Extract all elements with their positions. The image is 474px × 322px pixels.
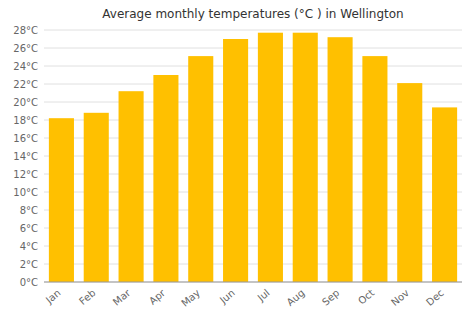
y-tick-label: 28°C — [13, 25, 38, 36]
y-tick-label: 16°C — [13, 133, 38, 144]
y-tick-label: 14°C — [13, 151, 38, 162]
x-tick-label: May — [179, 287, 202, 309]
x-tick-label: Oct — [356, 287, 376, 307]
chart-container: Average monthly temperatures (°C ) in We… — [0, 0, 474, 322]
y-tick-label: 6°C — [20, 223, 38, 234]
x-tick-label: Jun — [217, 287, 237, 306]
y-tick-label: 10°C — [13, 187, 38, 198]
x-tick-label: Feb — [77, 287, 98, 307]
y-tick-label: 4°C — [20, 241, 38, 252]
y-tick-label: 26°C — [13, 43, 38, 54]
bar — [84, 113, 109, 282]
x-tick-label: Jul — [255, 287, 272, 304]
bar — [223, 39, 248, 282]
y-tick-label: 8°C — [20, 205, 38, 216]
y-tick-label: 2°C — [20, 259, 38, 270]
y-tick-label: 24°C — [13, 61, 38, 72]
grid-line — [44, 66, 462, 67]
bar — [258, 33, 283, 282]
x-tick-label: Mar — [111, 287, 133, 308]
x-tick-label: Dec — [424, 287, 446, 308]
x-tick-label: Aug — [285, 287, 307, 308]
chart: Average monthly temperatures (°C ) in We… — [0, 0, 474, 322]
bar — [153, 75, 178, 282]
bar — [328, 37, 353, 282]
y-tick-label: 22°C — [13, 79, 38, 90]
grid — [44, 30, 462, 282]
x-axis-line — [44, 282, 462, 283]
bar — [293, 33, 318, 282]
grid-line — [44, 48, 462, 49]
bar — [362, 56, 387, 282]
grid-line — [44, 30, 462, 31]
bars — [49, 33, 457, 282]
bar — [119, 91, 144, 282]
bar — [49, 118, 74, 282]
y-tick-label: 18°C — [13, 115, 38, 126]
x-tick-label: Nov — [389, 287, 411, 308]
y-tick-label: 20°C — [13, 97, 38, 108]
grid-line — [44, 282, 462, 283]
bar — [188, 56, 213, 282]
bar — [397, 83, 422, 282]
x-tick-label: Apr — [147, 287, 168, 307]
x-tick-label: Sep — [320, 287, 342, 308]
y-tick-label: 0°C — [20, 277, 38, 288]
title: Average monthly temperatures (°C ) in We… — [102, 7, 403, 21]
y-tick-label: 12°C — [13, 169, 38, 180]
x-tick-label: Jan — [43, 287, 63, 306]
bar — [432, 107, 457, 282]
